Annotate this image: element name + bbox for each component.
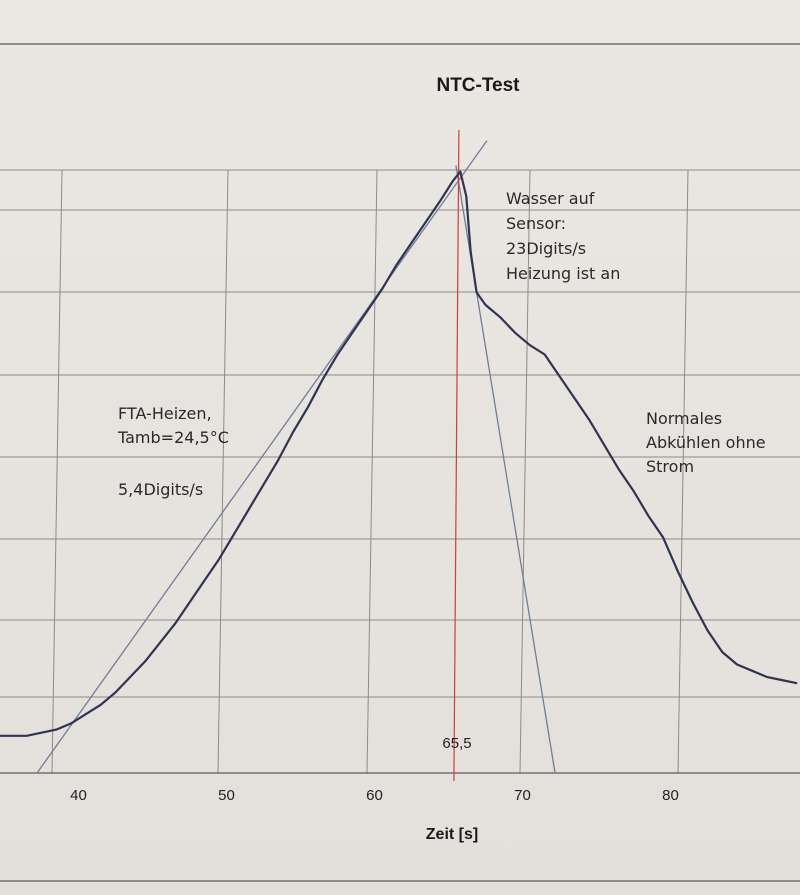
water-note-line1: Wasser auf	[506, 189, 595, 208]
cooling-note-line2: Abkühlen ohne	[646, 433, 766, 452]
heating-rate-note: 5,4Digits/s	[118, 480, 203, 499]
grid-line-v-2	[366, 169, 378, 774]
x-tick-label-40: 40	[70, 787, 87, 804]
cooling-note-line3: Strom	[646, 457, 694, 476]
peak-time-label: 65,5	[442, 735, 471, 752]
grid-line-v-1	[217, 169, 229, 774]
heating-note-line2: Tamb=24,5°C	[117, 428, 229, 447]
x-tick-labels: 40 50 60 70 80	[70, 787, 679, 804]
tangent-lines	[36, 129, 556, 782]
x-axis-label: Zeit [s]	[426, 826, 478, 843]
heating-note-line1: FTA-Heizen,	[118, 404, 212, 423]
x-tick-label-80: 80	[662, 787, 679, 804]
x-tick-label-70: 70	[514, 787, 531, 804]
water-note-line4: Heizung ist an	[506, 264, 620, 283]
peak-marker-line	[453, 129, 460, 782]
cooling-note-line1: Normales	[646, 409, 722, 428]
water-note-line2: Sensor:	[506, 214, 566, 233]
grid-line-v-3	[519, 169, 531, 774]
x-tick-label-50: 50	[218, 787, 235, 804]
grid-line-v-4	[677, 169, 689, 774]
chart-title: NTC-Test	[436, 75, 520, 96]
grid-line-v-0	[51, 169, 63, 774]
grid-lines	[0, 169, 800, 774]
ntc-curve-series	[0, 170, 798, 737]
water-note-line3: 23Digits/s	[506, 239, 586, 258]
x-tick-label-60: 60	[366, 787, 383, 804]
heating-tangent-line	[36, 140, 488, 774]
